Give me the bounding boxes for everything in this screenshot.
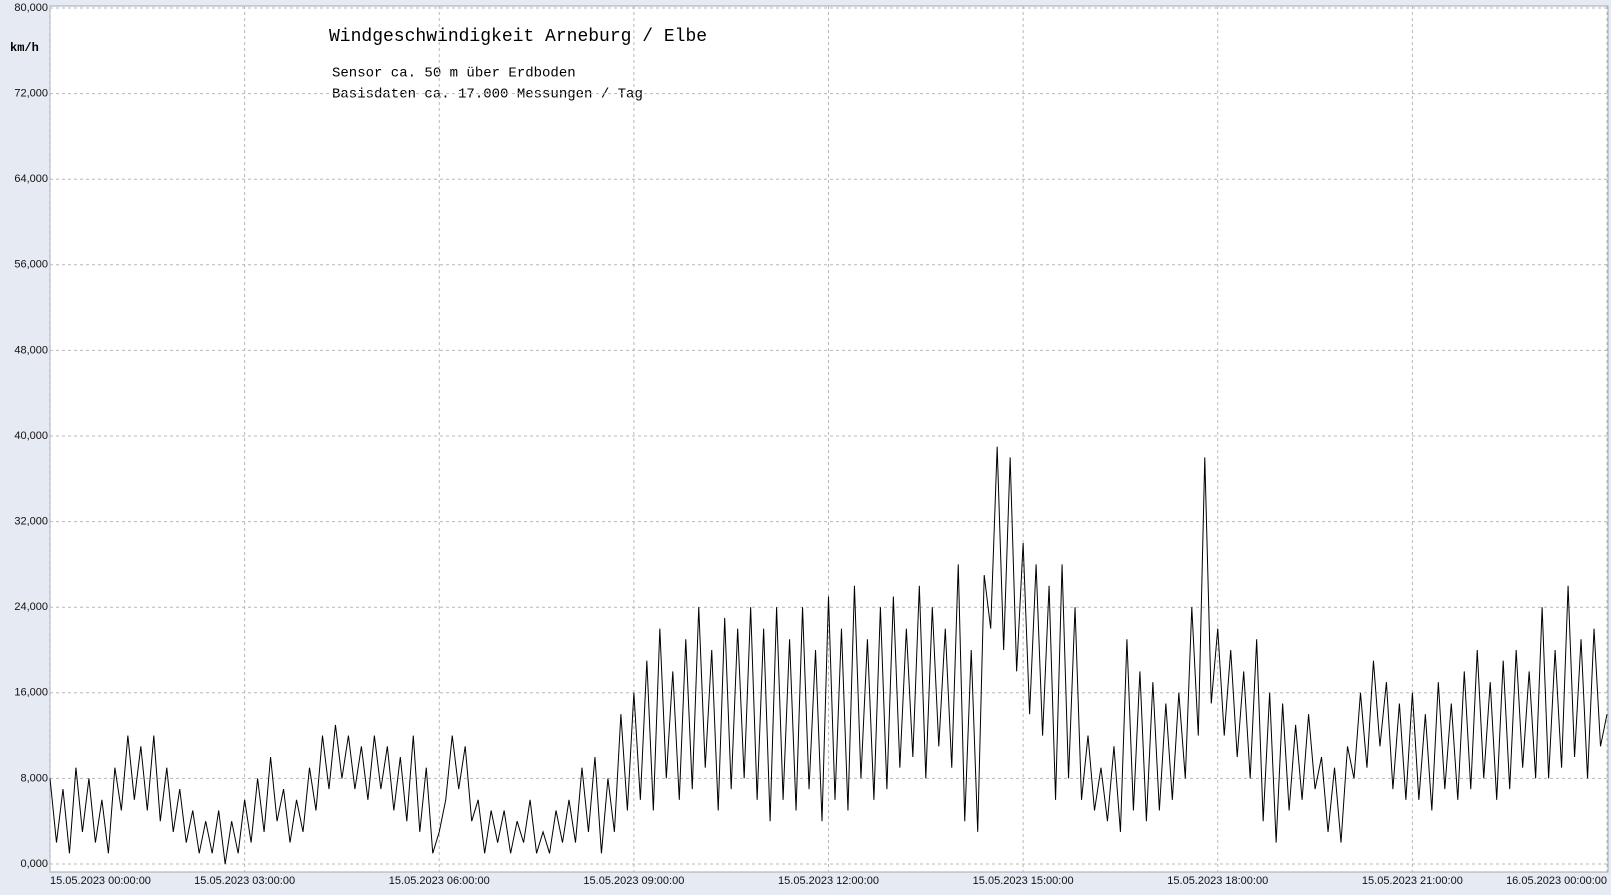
x-tick-label: 16.05.2023 00:00:00 (1506, 875, 1607, 887)
y-tick-label: 0,000 (20, 858, 48, 870)
y-tick-label: 64,000 (14, 173, 48, 185)
y-tick-label: 8,000 (20, 772, 48, 784)
y-tick-label: 16,000 (14, 687, 48, 699)
y-tick-label: 40,000 (14, 430, 48, 442)
y-tick-label: 24,000 (14, 601, 48, 613)
x-tick-label: 15.05.2023 06:00:00 (389, 875, 490, 887)
y-tick-label: 56,000 (14, 259, 48, 271)
data-line (49, 446, 1608, 865)
y-tick-label: 48,000 (14, 344, 48, 356)
x-tick-label: 15.05.2023 15:00:00 (973, 875, 1074, 887)
y-tick-label: 32,000 (14, 516, 48, 528)
x-tick-label: 15.05.2023 09:00:00 (583, 875, 684, 887)
x-tick-label: 15.05.2023 00:00:00 (50, 875, 151, 887)
annotation: Sensor ca. 50 m über Erdboden (332, 66, 576, 82)
x-tick-label: 15.05.2023 18:00:00 (1167, 875, 1268, 887)
x-tick-label: 15.05.2023 03:00:00 (194, 875, 295, 887)
annotation: Basisdaten ca. 17.000 Messungen / Tag (332, 87, 643, 103)
y-tick-label: 72,000 (14, 88, 48, 100)
x-tick-label: 15.05.2023 21:00:00 (1362, 875, 1463, 887)
y-tick-label: 80,000 (14, 2, 48, 14)
chart-title: Windgeschwindigkeit Arneburg / Elbe (329, 27, 707, 47)
x-tick-label: 15.05.2023 12:00:00 (778, 875, 879, 887)
y-axis-label: km/h (10, 41, 39, 55)
